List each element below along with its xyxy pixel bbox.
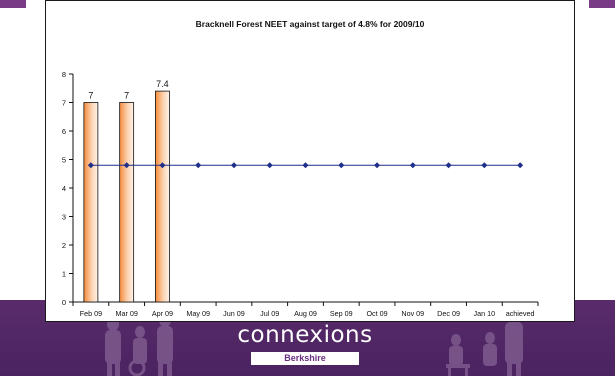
bar-data-label: 7.4	[156, 79, 169, 89]
y-tick-label: 3	[62, 213, 66, 222]
target-point	[374, 162, 381, 169]
bar	[119, 102, 135, 303]
corner-decoration-right	[589, 0, 615, 8]
logo-subtext: Berkshire	[251, 352, 359, 365]
x-tick-label: Aug 09	[294, 309, 317, 318]
target-point	[302, 162, 309, 169]
x-tick-label: Jan 10	[474, 309, 496, 318]
connexions-logo: connexions Berkshire	[230, 318, 380, 372]
chart-title: Bracknell Forest NEET against target of …	[196, 19, 425, 29]
target-point	[195, 162, 202, 169]
x-tick-label: Nov 09	[401, 309, 424, 318]
target-point	[445, 162, 452, 169]
logo-text: connexions	[237, 322, 373, 348]
x-tick-label: Apr 09	[152, 309, 173, 318]
target-point	[409, 162, 416, 169]
x-tick-label: achieved	[506, 309, 535, 318]
bar-data-label: 7	[124, 91, 129, 101]
x-tick-label: Oct 09	[366, 309, 387, 318]
x-tick-label: May 09	[186, 309, 210, 318]
y-tick-label: 5	[62, 156, 66, 165]
y-tick-label: 0	[62, 298, 66, 307]
target-point	[123, 162, 130, 169]
bar	[155, 90, 170, 303]
y-tick-label: 2	[62, 241, 66, 250]
y-tick-label: 7	[62, 99, 66, 108]
target-point	[159, 162, 166, 169]
x-tick-label: Mar 09	[115, 309, 137, 318]
bar	[83, 102, 99, 303]
y-tick-label: 6	[62, 127, 66, 136]
x-tick-label: Sep 09	[330, 309, 353, 318]
bar-data-label: 7	[88, 91, 93, 101]
x-tick-label: Dec 09	[437, 309, 460, 318]
y-tick-label: 8	[62, 70, 66, 79]
corner-decoration-left	[0, 0, 26, 8]
y-tick-label: 1	[62, 270, 66, 279]
target-point	[87, 162, 94, 169]
target-point	[517, 162, 524, 169]
y-tick-label: 4	[62, 184, 66, 193]
x-tick-label: Jul 09	[260, 309, 279, 318]
target-point	[338, 162, 345, 169]
target-point	[266, 162, 273, 169]
x-tick-label: Jun 09	[223, 309, 245, 318]
target-point	[481, 162, 488, 169]
x-tick-label: Feb 09	[80, 309, 102, 318]
target-point	[230, 162, 237, 169]
